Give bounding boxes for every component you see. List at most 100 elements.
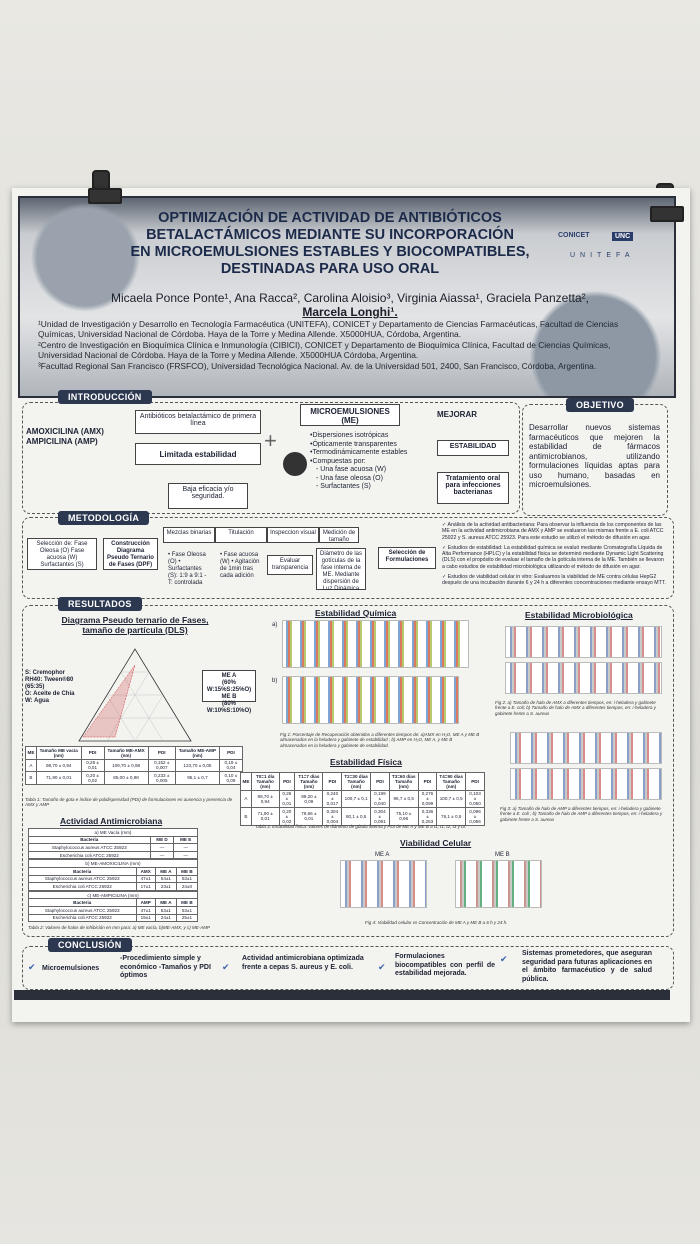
header-cell: Tamaño ME-AMX (nm) [103, 746, 149, 760]
table-cell: 95,1 ± 0,7 [175, 771, 220, 785]
table-cell: 17±1 [135, 882, 156, 891]
bullet: - Surfactantes (S) [316, 483, 371, 490]
table-cell: 75,10 ± 0,96 [388, 807, 419, 826]
header-cell: ME B [175, 866, 199, 876]
bullet: •Termodinámicamente estables [310, 449, 408, 456]
table-cell: 85,00 ± 0,98 [103, 771, 149, 785]
components: S: Cremophor RH40: Tween®80 (65:35) O: A… [25, 670, 80, 705]
table-cell: 47±1 [135, 874, 156, 884]
conclusion-item: -Procedimiento simple y económico -Tamañ… [120, 955, 211, 979]
header-cell: ME A [154, 866, 177, 876]
bullet: •Dispersiones isotrópicas [310, 432, 389, 439]
table-cell: 0,233 ± 0,005 [147, 771, 177, 785]
table-cell: 0,10 ± 0,09 [218, 771, 244, 785]
intro-box-text: Antibióticos betalactámico de primera lí… [135, 410, 261, 434]
table-row: B 71,90 ± 0,01 0,20 ± 0,02 85,00 ± 0,98 0,23… [25, 771, 244, 785]
table-cell: 100,7 ± 0,1 [341, 789, 371, 809]
header-cell: ME B [175, 898, 199, 907]
bullet: •Ópticamente transparentes [310, 440, 397, 448]
table-cell: 53±1 [175, 874, 199, 884]
table-cell: 19±1 [135, 913, 156, 923]
check-icon: ✔ [222, 962, 230, 972]
drugs: AMOXICILINA (AMX) AMPICILINA (AMP) [26, 427, 104, 446]
caption: Fig 2: a) Tamaño de halo de AMX a difere… [495, 700, 657, 716]
subheading: Estabilidad Física [330, 757, 402, 767]
table-cell: 109,70 ± 0,98 [103, 758, 149, 773]
method-detail: • Fase acuosa (W) • Agitación de 1min tr… [220, 552, 260, 579]
table-cell: 54±1 [154, 874, 177, 884]
header-cell: T3=60 días Tamaño (nm) [388, 772, 419, 791]
chart-image [505, 662, 662, 694]
bullet: - Una fase oleosa (O) [316, 474, 383, 482]
me-bullets: •Dispersiones isotrópicas •Ópticamente t… [310, 432, 407, 492]
table-cell: A [240, 789, 252, 809]
section-label: INTRODUCCIÓN [58, 390, 152, 404]
subheading: Viabilidad Celular [400, 838, 472, 848]
table-row: A 98,70 ± 0,94 0,26 ± 0,01 109,70 ± 0,98 0,1… [25, 758, 244, 773]
header-cell: PDI [369, 772, 390, 791]
table-cell: 0,304 ± 0,091 [369, 807, 390, 826]
objective-text: Desarrollar nuevos sistemas farmacéutico… [529, 423, 660, 489]
results-box [22, 605, 674, 937]
table-title: b) ME-AMOXICILINA (mm) [28, 859, 198, 868]
table-cell: 123,70 ± 0,05 [175, 758, 220, 773]
header-cell: T4=90 días Tamaño (nm) [436, 772, 467, 791]
header-cell: ME E [173, 835, 198, 845]
header-row: ME Tamaño ME vacía (nm) PDI Tamaño ME-AMX (… [25, 746, 244, 760]
header-cell: Bacteria [28, 898, 137, 907]
header-row: ME T0=1 día Tamaño (nm) PDI T1=7 días Tamañ… [240, 772, 485, 791]
footer-bar [14, 990, 670, 1000]
table-cell: 23±1 [154, 882, 177, 891]
method-step: Mezclas binarias [163, 527, 215, 543]
check-icon: ✔ [500, 954, 508, 964]
selected-me: ME A (60% W:15%S:25%O) ME B (80% W:10%S:… [202, 670, 256, 714]
method-step: Selección de Formulaciones [378, 547, 436, 569]
conclusion-item: Sistemas prometedores, que aseguran segu… [522, 950, 652, 983]
table-cell: — [173, 850, 198, 860]
table-cell: Escherichia coli ATCC 25922 [28, 850, 151, 860]
affiliations: ¹Unidad de Investigación y Desarrollo en… [38, 319, 652, 371]
table-cell: Staphylococcus aureus ATCC 25923 [28, 843, 151, 852]
author-line: Micaela Ponce Ponte¹, Ana Racca², Caroli… [110, 291, 589, 305]
conclusion-item: Actividad antimicrobiana optimizada fren… [242, 955, 364, 971]
caption: Fig 1: Porcentaje de Recuperación obteni… [280, 732, 480, 748]
section-label: OBJETIVO [566, 398, 634, 412]
header-row: Bacteria ME D ME E [28, 835, 198, 845]
table3: ME T0=1 día Tamaño (nm) PDI T1=7 días Tamañ… [240, 772, 485, 826]
affiliation: ²Centro de Investigación en Bioquímica C… [38, 339, 611, 361]
chart-image [282, 676, 459, 724]
me: (60% W:15%S:25%O) [206, 680, 252, 693]
methodology-box [22, 517, 674, 599]
caption: Tabla 2: Valores de halos de inhibición … [28, 925, 210, 930]
table-row: Escherichia coli ATCC 25922— — [28, 850, 198, 860]
header-cell: ME D [149, 835, 175, 845]
subheading: Estabilidad Microbiológica [525, 610, 633, 620]
caption: Fig 3: a) Tamaño de halo de AMP a difere… [500, 806, 663, 822]
table-cell: 0,20 ± 0,02 [278, 807, 296, 826]
header-cell: ME [25, 746, 37, 760]
method-step: Selección de: Fase Oleosa (O) Fase acuos… [27, 538, 97, 570]
subheading: Diagrama Pseudo ternario de Fases, tamañ… [61, 615, 209, 635]
check-icon: ✔ [378, 962, 386, 972]
intro-box-text: Tratamiento oral para infecciones bacter… [437, 472, 509, 504]
panel-label: a) [272, 622, 278, 628]
header-row: Bacteria AMP ME A ME B [28, 898, 199, 907]
intro-box-text: MICROEMULSIONES (ME) [300, 404, 400, 426]
logo: UNC [612, 232, 634, 241]
table-cell: Escherichia coli ATCC 25922 [28, 882, 137, 891]
table-cell: 24±0 [175, 882, 199, 891]
table-cell: B [25, 771, 37, 785]
beaker-icon [283, 452, 307, 476]
table-title-row: b) ME-AMOXICILINA (mm) [28, 859, 198, 868]
header-cell: T0=1 día Tamaño (nm) [250, 772, 280, 791]
table-cell: 76,1 ± 0,5 [436, 807, 467, 826]
me: ME B [221, 694, 237, 700]
binder-clip [650, 206, 684, 222]
table-cell: 0,276 ± 0,099 [417, 789, 438, 809]
table-cell: 80,1 ± 0,5 [341, 807, 371, 826]
ternary-grid [93, 671, 177, 742]
header-cell: Tamaño ME vacía (nm) [35, 746, 82, 760]
table-cell: 98,70 ± 0,94 [250, 789, 280, 809]
table-cell: — [149, 850, 175, 860]
header-cell: T1=7 días Tamaño (nm) [294, 772, 324, 791]
